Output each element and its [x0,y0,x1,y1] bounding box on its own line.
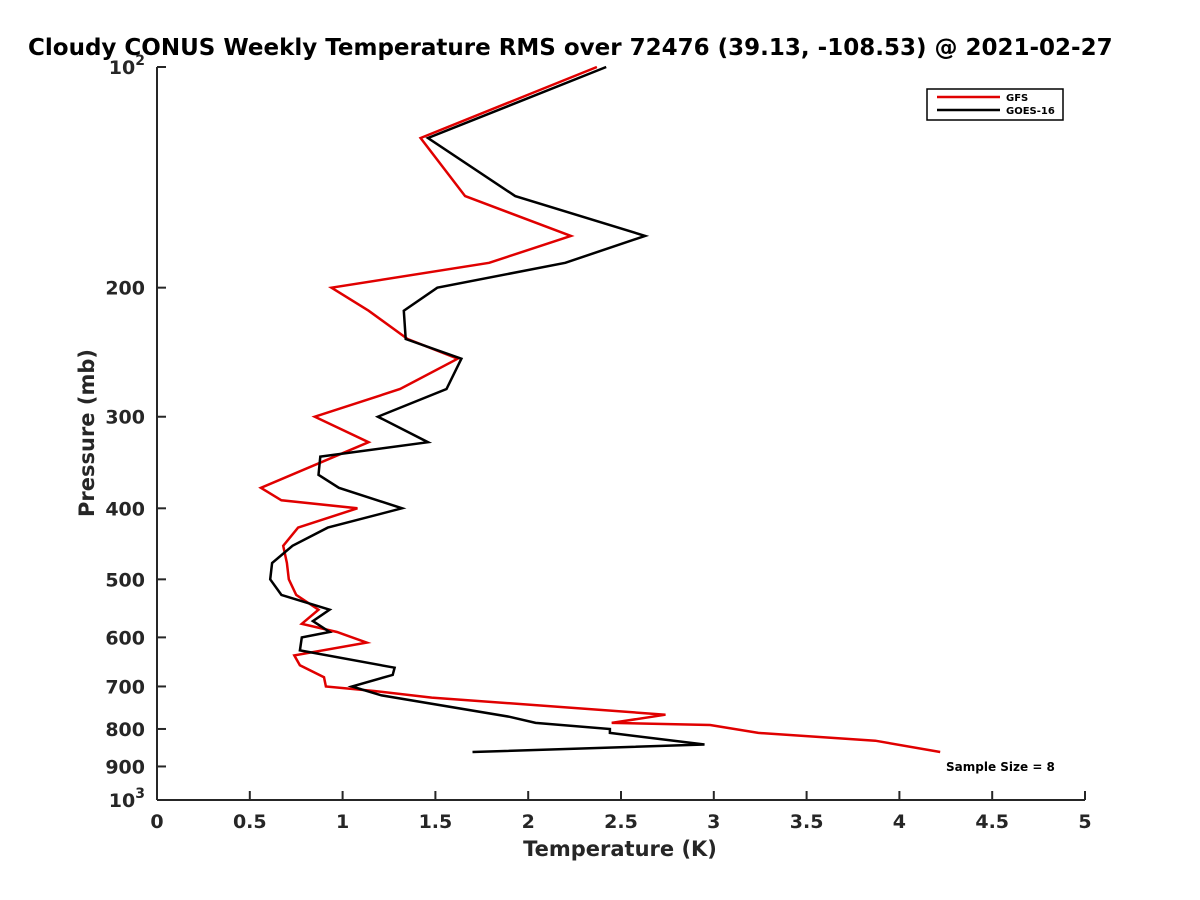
y-tick-label: 600 [105,627,145,649]
plot-axes [156,67,1085,801]
y-tick-label: 103 [109,786,145,812]
y-tick-label: 700 [105,676,145,698]
x-tick-label: 0 [150,811,163,833]
legend-box [926,88,1064,121]
chart-title: Cloudy CONUS Weekly Temperature RMS over… [28,35,1113,61]
legend: GFS GOES-16 [926,88,1064,121]
y-tick-label: 500 [105,569,145,591]
series-lines [258,65,941,754]
x-tick-label: 4.5 [975,811,1009,833]
y-axis-title: Pressure (mb) [75,349,99,517]
x-tick-label: 0.5 [233,811,267,833]
y-tick-label: 102 [109,53,145,79]
y-tick-label: 400 [105,498,145,520]
x-tick-label: 2 [522,811,535,833]
x-axis-ticks: 0 0.5 1 1.5 2 2.5 3 3.5 4 4.5 5 [150,791,1092,833]
y-tick-label: 900 [105,756,145,778]
x-tick-label: 5 [1078,811,1091,833]
y-tick-label: 200 [105,278,145,300]
x-axis-title: Temperature (K) [523,837,717,861]
x-tick-label: 1 [336,811,349,833]
y-tick-label: 300 [105,407,145,429]
sample-size-annotation: Sample Size = 8 [946,760,1055,774]
x-tick-label: 1.5 [419,811,453,833]
x-tick-label: 3.5 [790,811,824,833]
y-tick-label: 800 [105,719,145,741]
legend-label-gfs: GFS [1006,93,1028,104]
legend-label-goes16: GOES-16 [1006,106,1055,117]
y-axis-ticks: 102 200 300 400 500 600 700 800 900 103 [105,53,166,812]
x-tick-label: 2.5 [604,811,638,833]
series-line-gfs [258,65,941,754]
series-line-goes16 [268,65,705,754]
x-tick-label: 4 [893,811,906,833]
x-tick-label: 3 [707,811,720,833]
